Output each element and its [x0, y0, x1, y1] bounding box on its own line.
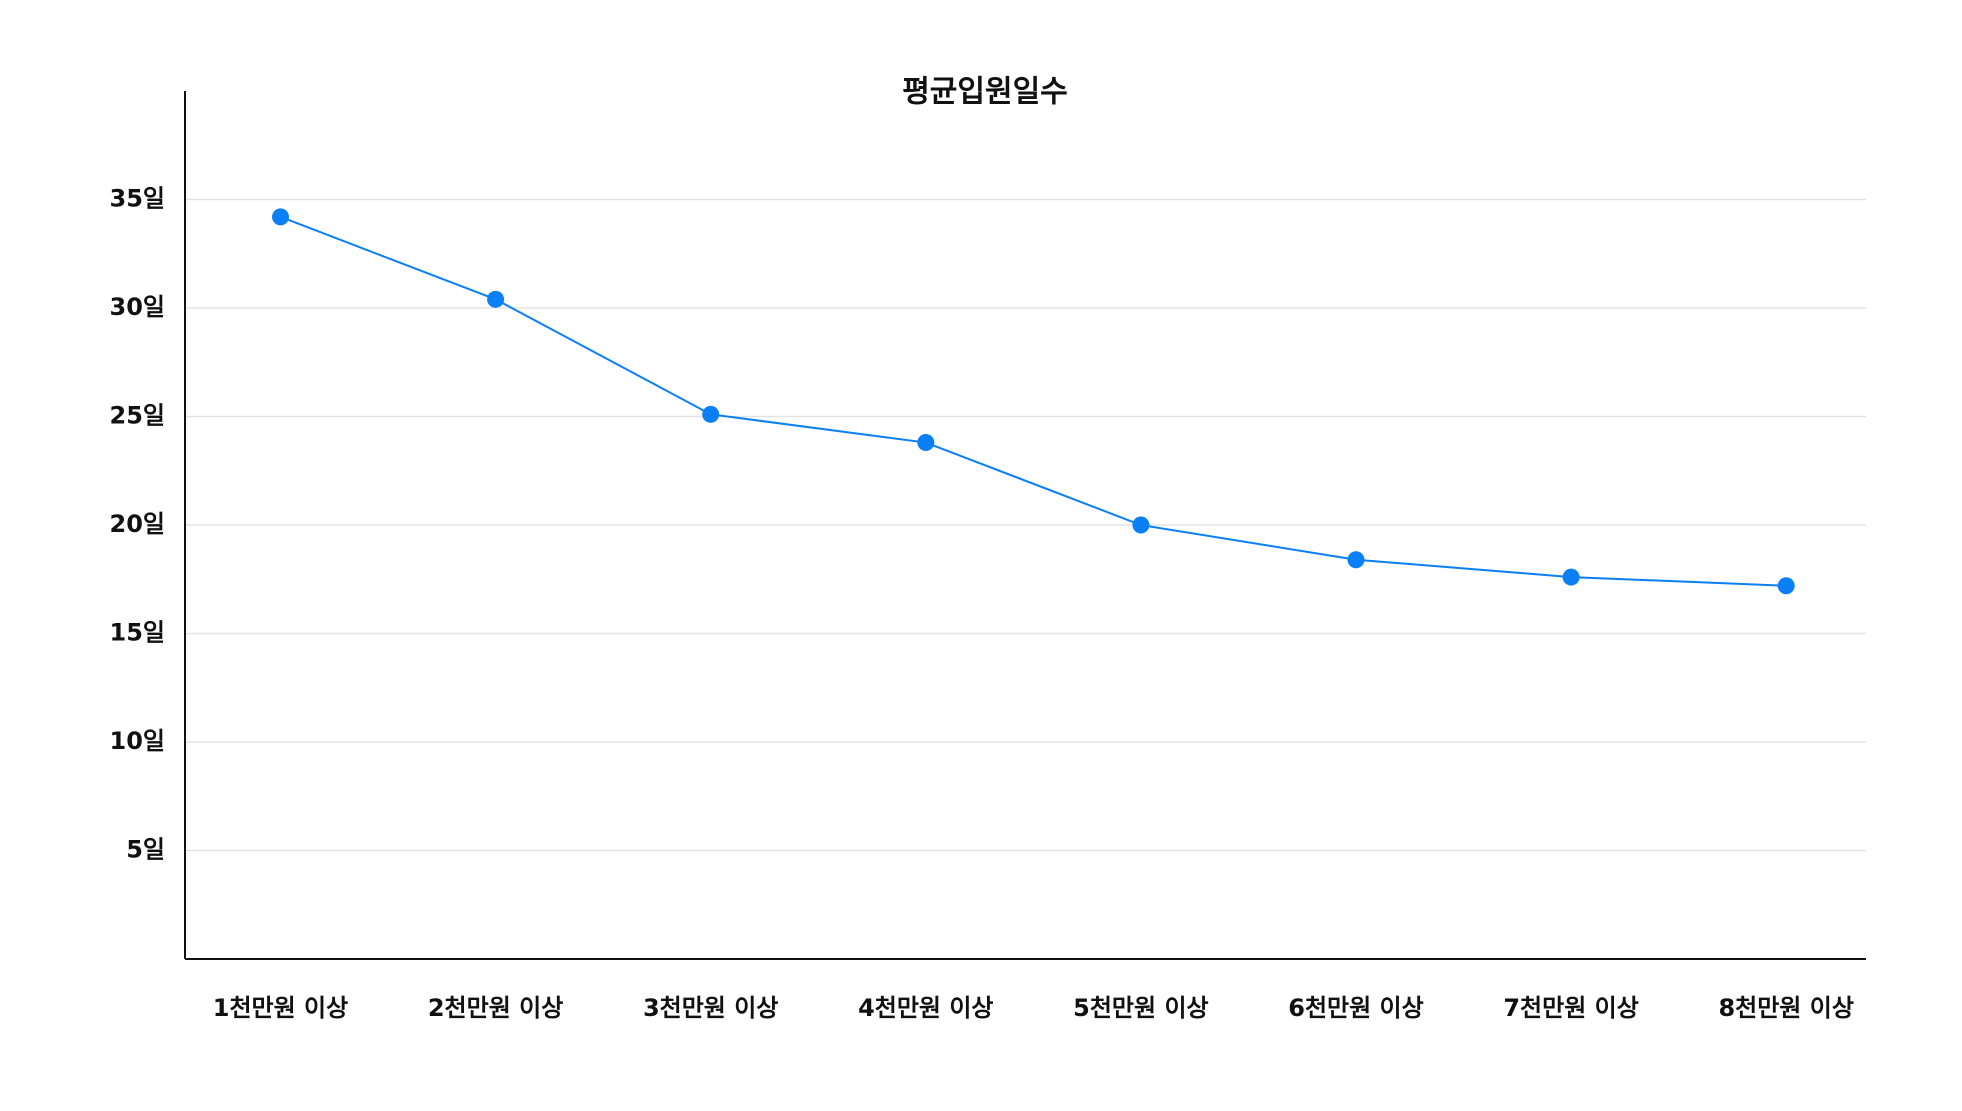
- data-point: [917, 434, 935, 452]
- x-tick-label: 1천만원 이상: [213, 994, 348, 1022]
- y-tick-label: 10일: [110, 727, 165, 755]
- x-tick-label: 2천만원 이상: [428, 994, 563, 1022]
- x-tick-label: 7천만원 이상: [1503, 994, 1638, 1022]
- x-tick-label: 6천만원 이상: [1288, 994, 1423, 1022]
- y-tick-label: 5일: [126, 836, 165, 864]
- y-tick-label: 15일: [110, 619, 165, 647]
- data-point: [272, 208, 289, 226]
- data-point: [1777, 577, 1795, 595]
- chart-title: 평균입원일수: [902, 75, 1068, 110]
- data-point: [702, 405, 720, 423]
- x-tick-label: 3천만원 이상: [643, 994, 778, 1022]
- y-tick-label: 25일: [110, 402, 165, 430]
- data-point: [487, 290, 505, 308]
- x-tick-label: 8천만원 이상: [1718, 994, 1853, 1022]
- data-point: [1347, 551, 1365, 569]
- data-point: [1132, 516, 1150, 534]
- data-line: [280, 215, 1787, 587]
- y-tick-label: 30일: [110, 293, 165, 321]
- x-tick-label: 4천만원 이상: [858, 994, 993, 1022]
- y-tick-label: 35일: [110, 185, 165, 213]
- data-point: [1562, 568, 1580, 586]
- y-tick-label: 20일: [110, 510, 165, 538]
- x-tick-label: 5천만원 이상: [1073, 994, 1208, 1022]
